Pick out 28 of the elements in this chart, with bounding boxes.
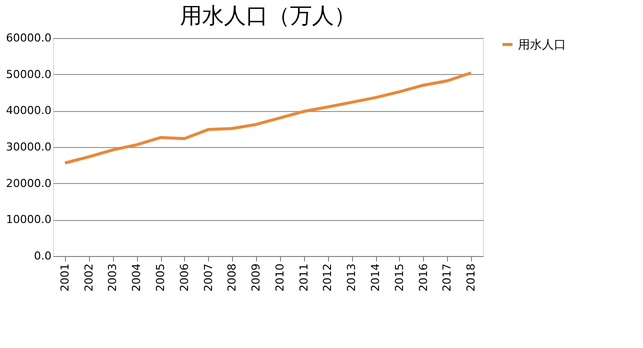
x-tick-label: 2006: [178, 264, 191, 292]
x-tick-label: 2002: [82, 264, 96, 292]
x-tick-label: 2012: [321, 264, 334, 292]
y-tick-label: 40000.0: [6, 104, 52, 118]
y-tick-label: 60000.0: [6, 32, 52, 44]
x-tick-label: 2001: [58, 264, 72, 292]
x-tick-label: 2004: [130, 264, 144, 292]
y-tick-label: 30000.0: [6, 140, 52, 154]
legend-label: 用水人口: [518, 38, 566, 52]
y-tick-label: 0.0: [34, 250, 52, 262]
x-tick-label: 2008: [226, 264, 239, 292]
x-tick-label: 2016: [416, 264, 430, 292]
line-series: [63, 71, 473, 164]
chart-title: 用水人口（万人）: [180, 4, 356, 29]
x-tick-label: 2005: [154, 264, 167, 292]
x-tick-label: 2018: [464, 264, 478, 292]
x-tick-label: 2011: [297, 264, 310, 292]
x-tick-label: 2014: [369, 264, 382, 292]
x-tick-label: 2015: [392, 264, 406, 292]
x-tick-label: 2013: [345, 264, 358, 292]
y-tick-label: 50000.0: [6, 68, 52, 81]
x-tick-label: 2017: [440, 264, 454, 292]
x-tick-label: 2003: [106, 264, 120, 292]
x-tick-label: 2009: [250, 264, 263, 292]
y-tick-label: 20000.0: [6, 176, 52, 190]
x-tick-label: 2007: [202, 264, 215, 292]
y-tick-label: 10000.0: [6, 213, 52, 226]
x-tick-label: 2010: [273, 264, 286, 292]
